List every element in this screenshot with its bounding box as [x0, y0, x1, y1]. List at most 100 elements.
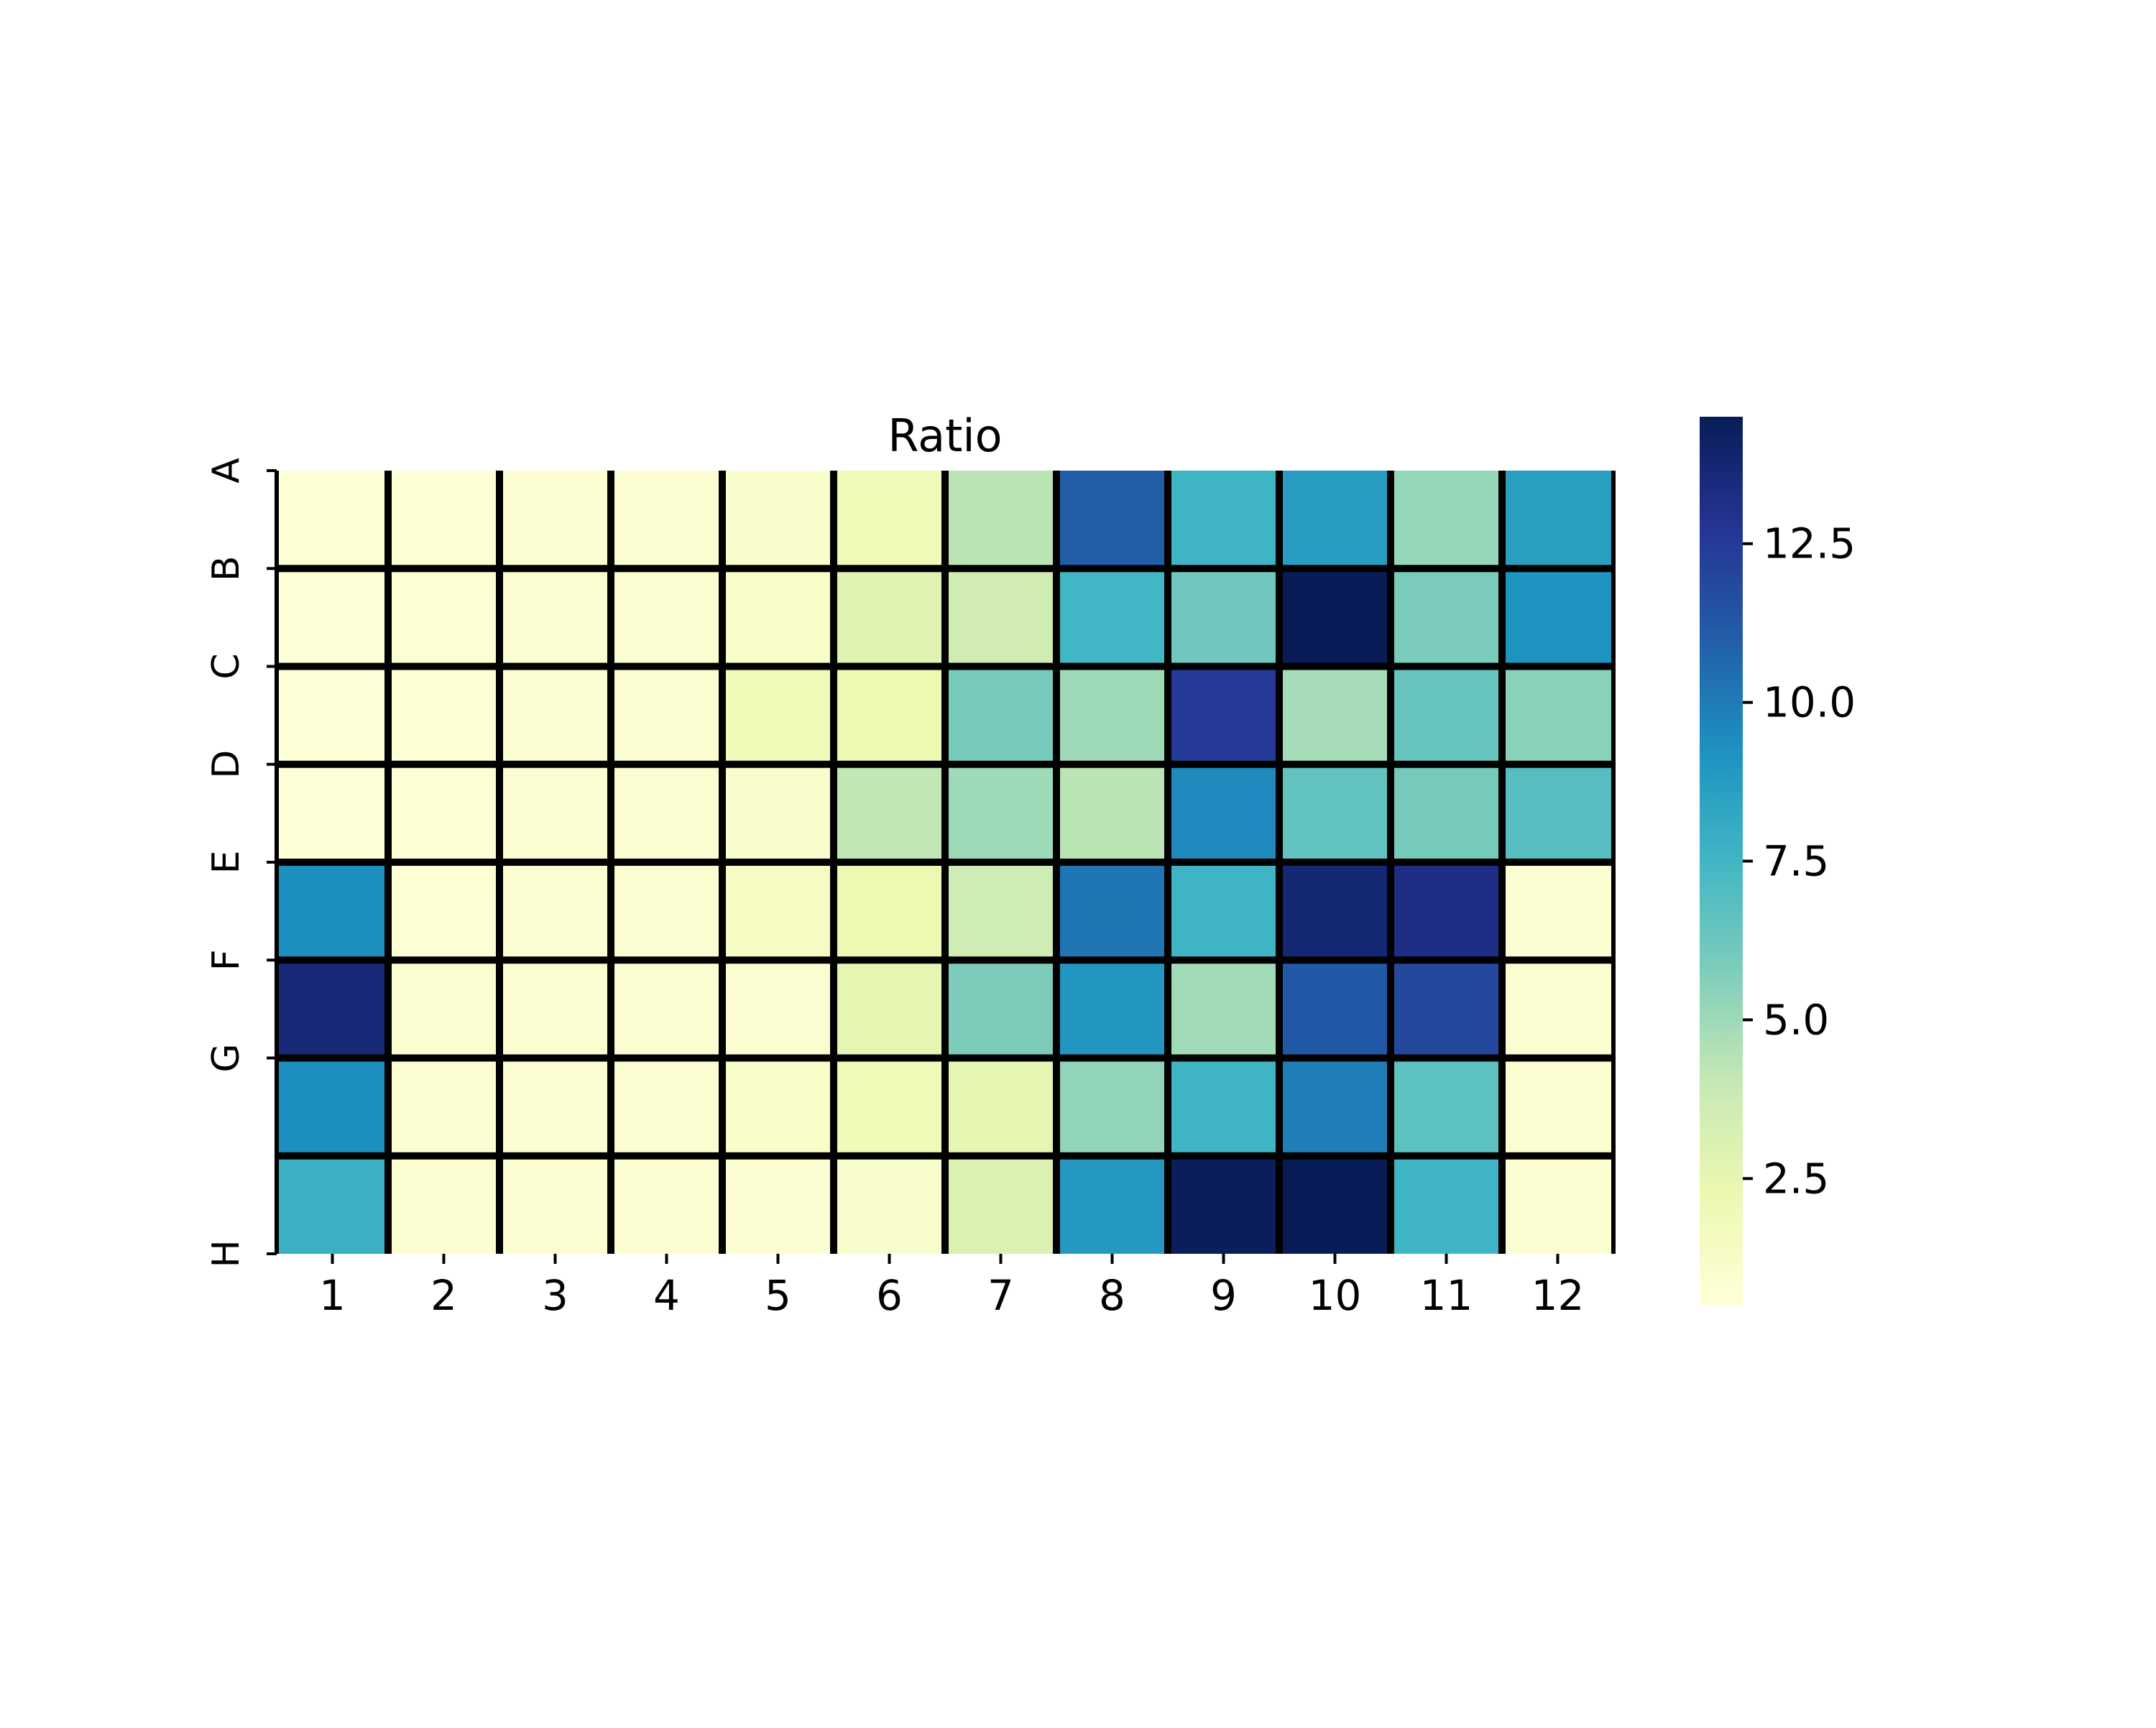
row-label-A: A	[205, 458, 248, 484]
heatmap-cell-E6	[834, 862, 945, 961]
colorbar-gradient	[1700, 417, 1743, 1306]
heatmap-cell-D6	[834, 764, 945, 862]
heatmap-cell-D1	[277, 764, 388, 862]
heatmap-cell-F10	[1279, 960, 1391, 1058]
heatmap-cell-B4	[611, 568, 722, 667]
column-label-10: 10	[1309, 1271, 1362, 1320]
heatmap-cell-B8	[1056, 568, 1168, 667]
heatmap-cell-B7	[945, 568, 1056, 667]
heatmap-cell-C5	[722, 666, 834, 764]
heatmap-cell-F2	[388, 960, 499, 1058]
row-label-C: C	[205, 653, 248, 679]
heatmap-cell-H8	[1056, 1155, 1168, 1254]
heatmap-cell-A11	[1391, 471, 1502, 569]
heatmap-cell-D4	[611, 764, 722, 862]
heatmap-cell-A8	[1056, 471, 1168, 569]
heatmap-cell-C8	[1056, 666, 1168, 764]
row-label-H: H	[205, 1239, 248, 1267]
heatmap-cell-C4	[611, 666, 722, 764]
heatmap-cell-H7	[945, 1155, 1056, 1254]
heatmap-cell-H9	[1168, 1155, 1279, 1254]
heatmap-cell-G4	[611, 1058, 722, 1156]
heatmap-cell-H4	[611, 1155, 722, 1254]
heatmap-cell-E2	[388, 862, 499, 961]
heatmap-cell-F9	[1168, 960, 1279, 1058]
colorbar-tick-label: 5.0	[1763, 995, 1829, 1044]
colorbar-tick-label: 10.0	[1763, 678, 1856, 727]
heatmap-cell-F3	[499, 960, 611, 1058]
heatmap-cell-H1	[277, 1155, 388, 1254]
heatmap-cell-H11	[1391, 1155, 1502, 1254]
heatmap-cell-F12	[1502, 960, 1613, 1058]
heatmap-cell-G2	[388, 1058, 499, 1156]
heatmap-cell-E9	[1168, 862, 1279, 961]
heatmap-cell-H2	[388, 1155, 499, 1254]
row-axis: A B C D E F G H	[205, 458, 277, 1268]
row-label-B: B	[205, 555, 248, 581]
column-label-2: 2	[430, 1271, 457, 1320]
heatmap-cell-E7	[945, 862, 1056, 961]
heatmap-cell-H10	[1279, 1155, 1391, 1254]
row-label-E: E	[205, 851, 248, 874]
heatmap-cell-A10	[1279, 471, 1391, 569]
heatmap-cell-B9	[1168, 568, 1279, 667]
row-label-G: G	[205, 1043, 248, 1072]
heatmap-cell-D5	[722, 764, 834, 862]
heatmap-cell-H6	[834, 1155, 945, 1254]
column-label-9: 9	[1210, 1271, 1237, 1320]
heatmap-cell-B3	[499, 568, 611, 667]
column-label-1: 1	[319, 1271, 346, 1320]
heatmap-cell-G3	[499, 1058, 611, 1156]
heatmap-cell-G10	[1279, 1058, 1391, 1156]
heatmap-cell-E10	[1279, 862, 1391, 961]
heatmap-cell-D7	[945, 764, 1056, 862]
heatmap-cell-B10	[1279, 568, 1391, 667]
heatmap-cell-E8	[1056, 862, 1168, 961]
heatmap-cell-A7	[945, 471, 1056, 569]
column-label-3: 3	[542, 1271, 568, 1320]
heatmap-cell-C6	[834, 666, 945, 764]
heatmap-cells	[277, 471, 1613, 1254]
column-axis: 1 2 3 4 5 6 7 8 9 10 11 12	[319, 1254, 1584, 1320]
heatmap-cell-G1	[277, 1058, 388, 1156]
heatmap-cell-A4	[611, 471, 722, 569]
colorbar-tick-label: 12.5	[1763, 519, 1856, 568]
column-label-11: 11	[1420, 1271, 1473, 1320]
heatmap-cell-C10	[1279, 666, 1391, 764]
row-label-D: D	[205, 750, 248, 779]
colorbar-tick-label: 2.5	[1763, 1154, 1829, 1203]
heatmap-cell-H3	[499, 1155, 611, 1254]
column-label-7: 7	[987, 1271, 1014, 1320]
heatmap-cell-A2	[388, 471, 499, 569]
heatmap-cell-B1	[277, 568, 388, 667]
heatmap-cell-D11	[1391, 764, 1502, 862]
heatmap-cell-C3	[499, 666, 611, 764]
cell-borders	[275, 471, 1616, 1254]
heatmap-cell-C2	[388, 666, 499, 764]
heatmap-cell-D8	[1056, 764, 1168, 862]
heatmap-cell-C12	[1502, 666, 1613, 764]
heatmap-cell-G5	[722, 1058, 834, 1156]
heatmap-cell-E4	[611, 862, 722, 961]
heatmap-cell-B11	[1391, 568, 1502, 667]
heatmap-cell-G12	[1502, 1058, 1613, 1156]
heatmap-cell-A1	[277, 471, 388, 569]
colorbar: 2.5 5.0 7.5 10.0 12.5	[1700, 417, 1856, 1306]
heatmap-cell-B6	[834, 568, 945, 667]
heatmap-cell-B12	[1502, 568, 1613, 667]
heatmap-cell-F8	[1056, 960, 1168, 1058]
heatmap-cell-E1	[277, 862, 388, 961]
heatmap-cell-D2	[388, 764, 499, 862]
heatmap-cell-G8	[1056, 1058, 1168, 1156]
heatmap-cell-A5	[722, 471, 834, 569]
heatmap-cell-E11	[1391, 862, 1502, 961]
colorbar-tick-label: 7.5	[1763, 837, 1829, 886]
heatmap-cell-H12	[1502, 1155, 1613, 1254]
heatmap-cell-D3	[499, 764, 611, 862]
heatmap-cell-F7	[945, 960, 1056, 1058]
column-label-5: 5	[765, 1271, 791, 1320]
heatmap-cell-D12	[1502, 764, 1613, 862]
heatmap-cell-H5	[722, 1155, 834, 1254]
